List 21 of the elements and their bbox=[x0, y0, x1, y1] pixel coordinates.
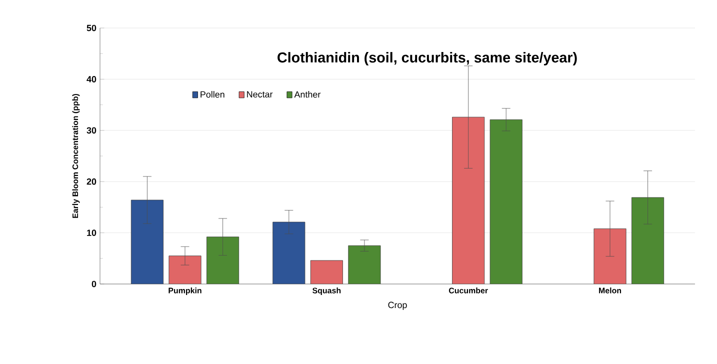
y-tick-label: 0 bbox=[92, 280, 96, 288]
bar bbox=[452, 116, 485, 284]
bar bbox=[310, 260, 343, 284]
y-tick-label: 30 bbox=[86, 127, 96, 134]
y-tick-label: 20 bbox=[86, 178, 96, 185]
bar bbox=[206, 236, 240, 284]
bar bbox=[348, 245, 381, 284]
legend-label: Nectar bbox=[247, 91, 273, 98]
bar bbox=[490, 119, 522, 284]
y-tick-label: 40 bbox=[86, 76, 96, 82]
bar bbox=[594, 228, 626, 284]
bar bbox=[632, 197, 664, 284]
bar bbox=[130, 200, 164, 284]
x-axis-title: Crop bbox=[388, 302, 407, 310]
text: Clothianidin (soil, cucurbits, same site/year) bbox=[278, 52, 577, 66]
y-tick-label: 10 bbox=[87, 230, 96, 236]
y-tick-label: 50 bbox=[86, 24, 96, 32]
legend-label: Pollen bbox=[200, 91, 224, 98]
legend-label: Anther bbox=[294, 91, 321, 98]
bar bbox=[168, 256, 202, 284]
bar bbox=[272, 222, 306, 284]
